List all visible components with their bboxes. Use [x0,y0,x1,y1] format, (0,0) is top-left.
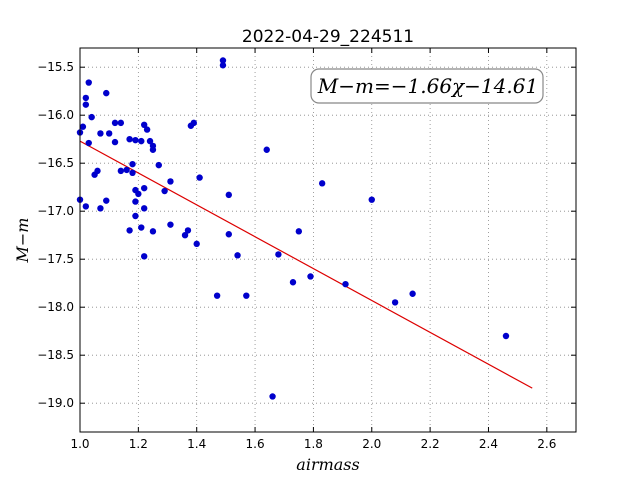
data-point [85,139,92,147]
data-point [181,232,189,239]
data-point [368,196,375,203]
data-point [79,123,87,130]
data-point [409,290,416,297]
data-point [82,101,90,108]
data-point [275,251,282,258]
chart-title: 2022-04-29_224511 [242,27,414,47]
data-point [225,231,232,238]
plot-frame [79,47,577,433]
y-tick-label: −19.0 [37,396,74,410]
data-point [196,174,203,181]
y-tick-label: −17.0 [37,204,74,218]
data-point [391,299,399,306]
y-tick-label: −16.0 [37,108,74,122]
data-point [129,169,136,176]
data-point [117,119,125,127]
data-point [132,212,139,220]
fit-line [79,140,533,389]
data-point [140,184,148,192]
x-tick-label: 1.2 [129,437,148,451]
data-point [213,292,221,299]
data-point [103,89,110,97]
fit-equation-frame [310,68,544,104]
data-point [105,130,113,137]
y-axis-label: M−m [13,218,32,264]
data-point [85,79,92,86]
fit-equation: M−m=−1.66χ−14.61 [317,74,538,98]
y-tick-label: −18.5 [37,348,74,362]
data-point [149,146,157,153]
y-tick-label: −17.5 [37,252,74,266]
data-point [140,121,148,128]
axis-ticks: 1.0 1.2 1.4 1.6 1.8 2.0 2.2 2.4 2.6 −15.5 −16.0 −16… [37,48,576,451]
data-point [289,279,297,286]
data-point [219,62,227,69]
data-point [82,94,90,102]
data-point [117,167,125,175]
y-tick-label: −16.5 [37,156,74,170]
x-tick-label: 2.2 [421,437,440,451]
fit-equation-box: M−m=−1.66χ−14.61 [310,68,544,104]
fit-line-layer [79,140,533,389]
x-tick-label: 1.0 [70,437,89,451]
data-point [502,332,510,340]
data-point [184,227,192,234]
data-point [243,292,250,299]
data-point [94,167,101,175]
data-point [129,160,136,168]
x-tick-label: 2.4 [479,437,498,451]
y-tick-label: −15.5 [37,60,74,74]
data-point [126,227,133,234]
data-point [263,146,270,153]
data-point [126,136,133,143]
data-point [97,205,104,212]
data-point [167,221,174,228]
data-point [342,280,349,288]
data-point [161,187,168,195]
x-tick-label: 2.6 [537,437,556,451]
x-axis-label: airmass [296,455,359,474]
data-point [138,137,145,145]
data-point [193,240,200,248]
data-point [103,197,110,204]
data-points [76,57,510,400]
x-tick-label: 1.4 [187,437,206,451]
data-point [111,138,119,146]
data-point [269,393,276,400]
data-point [82,203,90,210]
x-tick-label: 1.6 [246,437,265,451]
data-point [132,198,139,205]
data-point [143,126,151,133]
data-point [225,191,232,199]
data-point [234,252,241,259]
data-point [140,253,148,260]
x-tick-label: 1.8 [304,437,323,451]
data-point [149,228,157,235]
x-tick-label: 2.0 [362,437,381,451]
data-point [167,178,174,185]
data-point [318,180,326,187]
data-point [138,224,145,231]
data-point [295,228,303,235]
data-point [97,130,104,137]
data-point [140,205,148,212]
data-point [132,136,139,144]
data-point [123,166,130,174]
data-point [190,119,197,127]
data-point [219,57,227,64]
data-point [307,273,314,280]
data-point [135,190,142,198]
data-point [111,119,119,127]
data-point [155,161,162,169]
grid [79,48,576,432]
data-point [88,113,95,121]
y-tick-label: −18.0 [37,300,74,314]
data-point [146,137,154,145]
